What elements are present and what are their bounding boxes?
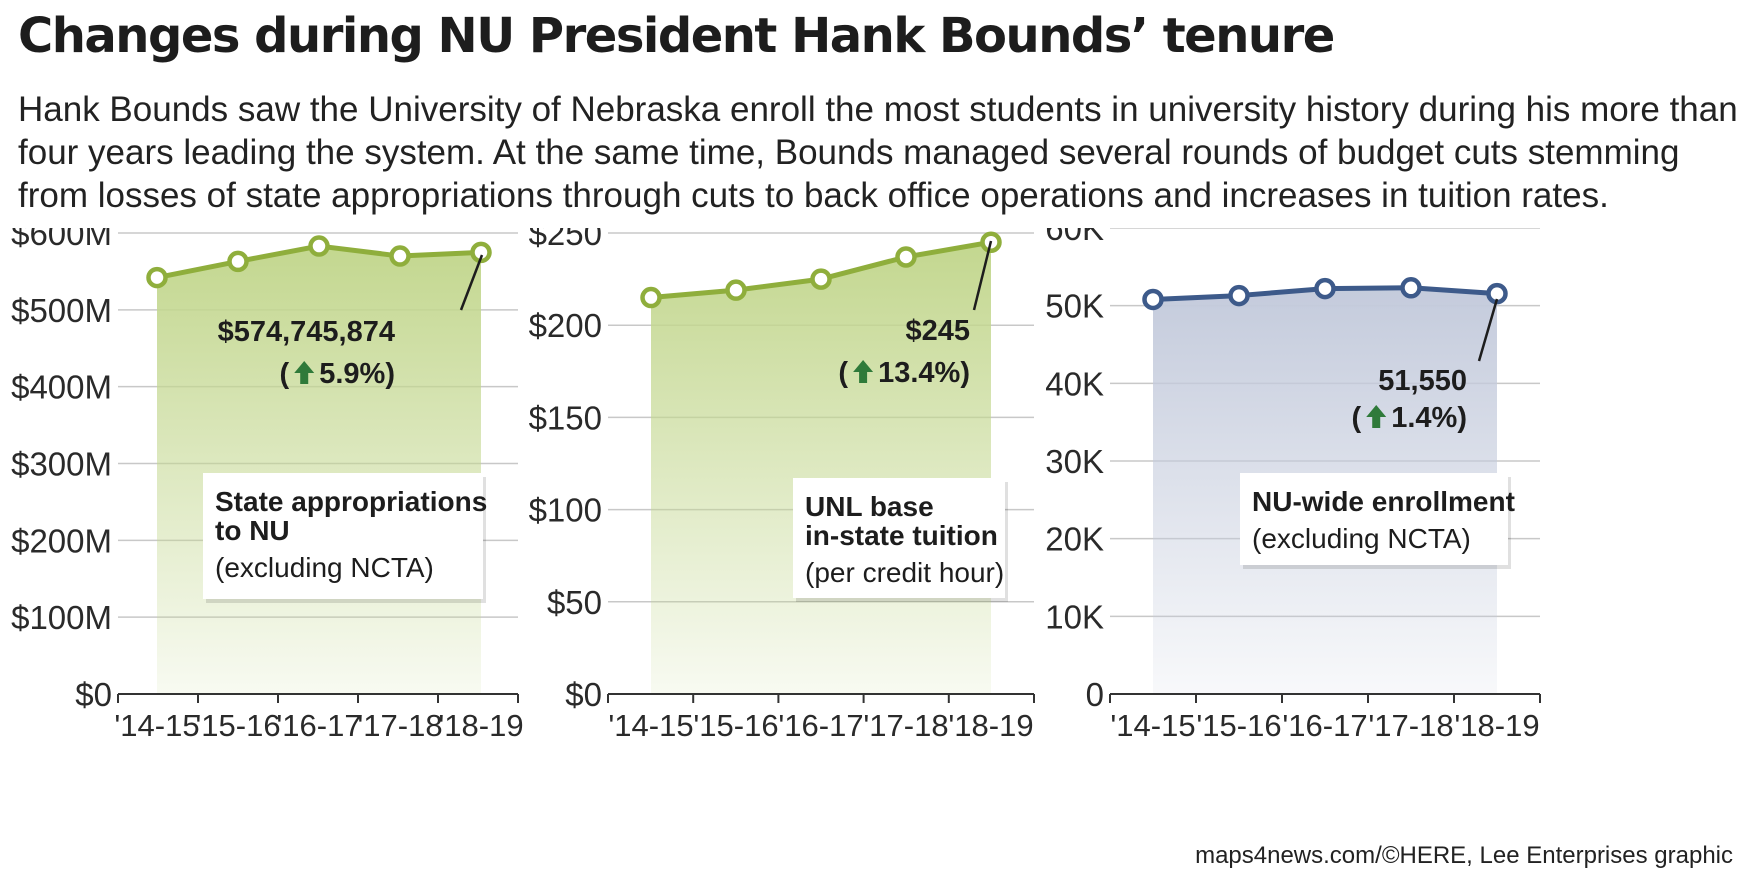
y-tick-label: $0 bbox=[75, 676, 112, 713]
legend-title: to NU bbox=[215, 515, 290, 546]
annotation-leader bbox=[459, 254, 484, 311]
y-tick-label: 30K bbox=[1045, 443, 1104, 480]
legend-title: NU-wide enrollment bbox=[1252, 486, 1515, 517]
x-tick-label: '18-19 bbox=[1454, 708, 1539, 743]
area-fill bbox=[651, 242, 991, 694]
data-point bbox=[640, 286, 662, 309]
x-tick-label: '17-18 bbox=[1368, 708, 1453, 743]
x-tick-label: '18-19 bbox=[438, 708, 523, 743]
legend-box bbox=[793, 478, 1005, 598]
annotation-leader bbox=[972, 240, 993, 311]
chart-1: $0$100M$200M$300M$400M$500M$600M'14-15'1… bbox=[11, 228, 524, 743]
data-point bbox=[389, 245, 411, 267]
annotation-change-value: 1.4% bbox=[1391, 402, 1457, 434]
charts-panel: $0$100M$200M$300M$400M$500M$600M'14-15'1… bbox=[11, 228, 1541, 743]
y-tick-label: $200M bbox=[11, 522, 112, 559]
chart-3: 0 10K 20K 30K 40K 50K 60K '14-15'15-16'16-17'17… bbox=[1045, 228, 1541, 743]
annotation-close-paren: ) bbox=[1457, 402, 1467, 434]
legend-subtitle: (excluding NCTA) bbox=[215, 552, 434, 583]
legend-subtitle: (excluding NCTA) bbox=[1252, 523, 1471, 554]
up-arrow-icon bbox=[1366, 405, 1387, 428]
chart-subtitle: Hank Bounds saw the University of Nebras… bbox=[18, 90, 1738, 215]
data-point bbox=[227, 250, 249, 273]
y-tick-label: $100M bbox=[11, 599, 112, 636]
y-tick-label: $50 bbox=[547, 584, 602, 621]
y-tick-label: $600M bbox=[11, 228, 112, 252]
y-tick-label: $0 bbox=[565, 676, 602, 713]
annotation-open-paren: ( bbox=[1352, 402, 1362, 434]
x-tick-label: '18-19 bbox=[948, 708, 1033, 743]
annotation-value: $574,745,874 bbox=[218, 316, 395, 348]
x-tick-label: '17-18 bbox=[863, 708, 948, 743]
annotation-leader bbox=[1477, 298, 1499, 362]
y-tick-label: $100 bbox=[529, 492, 602, 529]
y-tick-label: $500M bbox=[11, 292, 112, 329]
legend-title: UNL base bbox=[805, 491, 934, 522]
chart-2: $0$50$100$150$200$250'14-15'15-16'16-17 '… bbox=[529, 228, 1035, 743]
up-arrow-icon bbox=[853, 360, 874, 383]
y-tick-label: 60K bbox=[1045, 228, 1104, 247]
y-tick-label: 10K bbox=[1045, 598, 1104, 635]
data-point bbox=[308, 235, 330, 257]
legend-title: State appropriations bbox=[215, 486, 487, 517]
y-tick-label: 20K bbox=[1045, 521, 1104, 558]
annotation-value: $245 bbox=[905, 315, 970, 347]
source-credit: maps4news.com/©HERE, Lee Enterprises gra… bbox=[1195, 842, 1733, 869]
data-point bbox=[1142, 288, 1164, 311]
legend-box bbox=[1240, 473, 1508, 565]
data-point bbox=[146, 266, 168, 289]
legend-title: in-state tuition bbox=[805, 520, 998, 551]
y-tick-label: $300M bbox=[11, 446, 112, 483]
x-tick-label: '14-15 bbox=[114, 708, 199, 743]
annotation-change: (13.4%) bbox=[838, 357, 970, 389]
x-tick-label: '16-17 bbox=[276, 708, 361, 743]
x-tick-label: '17-18 bbox=[357, 708, 442, 743]
data-point bbox=[1400, 277, 1422, 299]
annotation-close-paren: ) bbox=[960, 357, 970, 389]
annotation-change-value: 13.4% bbox=[878, 357, 960, 389]
annotation-change-value: 5.9% bbox=[319, 358, 385, 390]
y-tick-label: $200 bbox=[529, 307, 602, 344]
annotation-open-paren: ( bbox=[838, 357, 848, 389]
legend-subtitle: (per credit hour) bbox=[805, 557, 1004, 588]
y-tick-label: 0 bbox=[1086, 676, 1104, 713]
x-tick-label: '15-16 bbox=[195, 708, 280, 743]
data-point bbox=[725, 279, 747, 301]
annotation-value: 51,550 bbox=[1378, 365, 1467, 397]
up-arrow-icon bbox=[294, 361, 315, 384]
y-tick-label: 40K bbox=[1045, 365, 1104, 402]
x-tick-label: '14-15 bbox=[1110, 708, 1195, 743]
x-tick-label: '15-16 bbox=[1196, 708, 1281, 743]
data-point bbox=[895, 246, 917, 268]
y-tick-label: $250 bbox=[529, 228, 602, 252]
x-tick-label: '16-17 bbox=[1282, 708, 1367, 743]
y-tick-label: $400M bbox=[11, 369, 112, 406]
y-tick-label: $150 bbox=[529, 399, 602, 436]
annotation-open-paren: ( bbox=[280, 358, 290, 390]
annotation-change: (5.9%) bbox=[280, 358, 395, 390]
y-tick-label: 50K bbox=[1045, 288, 1104, 325]
annotation-close-paren: ) bbox=[385, 358, 395, 390]
x-tick-label: '16-17 bbox=[778, 708, 863, 743]
data-point bbox=[810, 268, 832, 290]
legend-box bbox=[203, 473, 483, 599]
annotation-change: (1.4%) bbox=[1352, 402, 1467, 434]
area-fill bbox=[157, 246, 481, 695]
data-point bbox=[1314, 277, 1336, 300]
data-point bbox=[1228, 284, 1250, 307]
chart-title: Changes during NU President Hank Bounds’… bbox=[18, 8, 1335, 64]
x-tick-label: '15-16 bbox=[693, 708, 778, 743]
x-tick-label: '14-15 bbox=[608, 708, 693, 743]
